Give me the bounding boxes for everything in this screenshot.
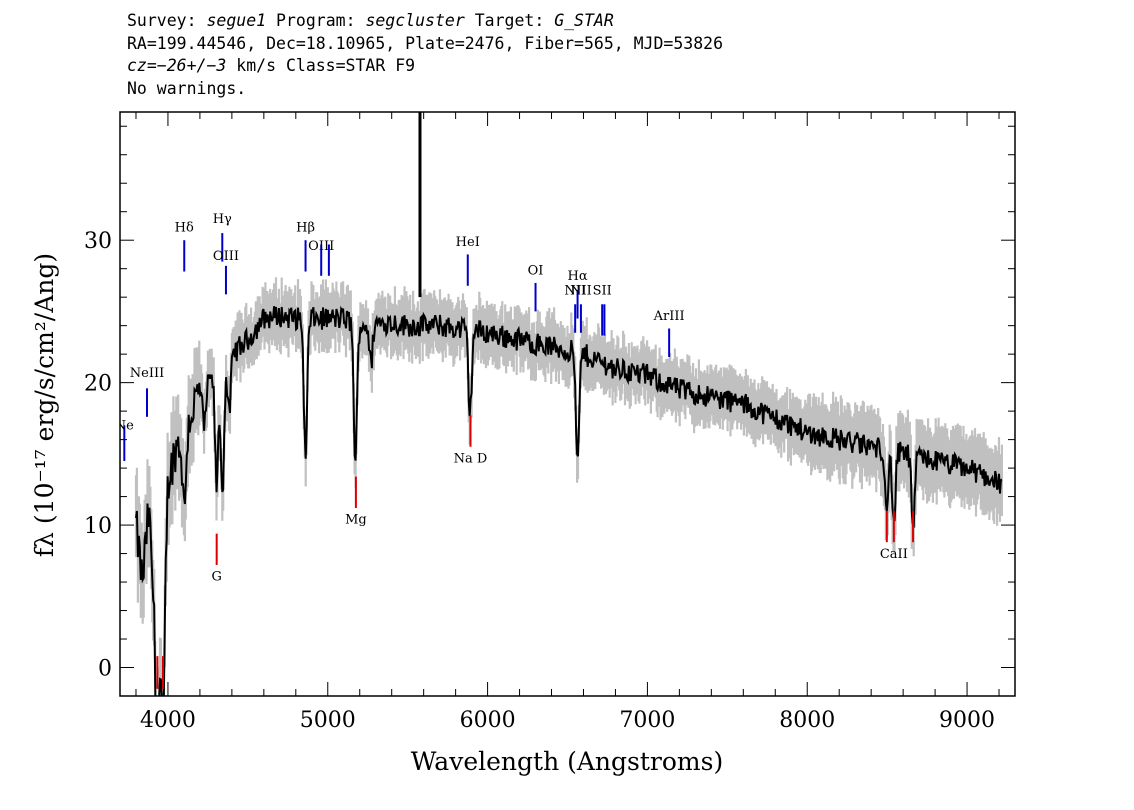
- survey-label: Survey:: [127, 11, 207, 30]
- y-tick-label: 10: [84, 514, 112, 539]
- plot-frame: [119, 111, 1016, 697]
- header-line-warnings: No warnings.: [127, 78, 247, 98]
- survey-value: segue1: [206, 11, 267, 30]
- line-label: ArIII: [653, 309, 685, 324]
- x-tick-label: 8000: [779, 708, 835, 733]
- x-tick-label: 9000: [939, 708, 995, 733]
- x-tick-label: 6000: [460, 708, 516, 733]
- x-axis-title: Wavelength (Angstroms): [411, 747, 723, 776]
- line-label: Hα: [568, 269, 588, 284]
- y-tick-label: 0: [98, 657, 112, 682]
- axes: 4000 5000 6000 7000 8000 9000 0 10 20 30: [84, 111, 1016, 733]
- y-axis-title: fλ (10⁻¹⁷ erg/s/cm²/Ang): [30, 253, 59, 557]
- header-line-coordinates: RA=199.44546, Dec=18.10965, Plate=2476, …: [127, 33, 724, 53]
- program-value: segcluster: [365, 11, 465, 30]
- line-label: Hβ: [296, 221, 315, 236]
- line-label: G: [211, 570, 221, 585]
- spectrum-header: Survey: segue1 Program: segcluster Targe…: [127, 10, 723, 100]
- header-line-survey: Survey: segue1 Program: segcluster Targe…: [127, 10, 723, 33]
- x-tick-label: 4000: [140, 708, 196, 733]
- program-label: Program:: [266, 11, 366, 30]
- target-value: G_STAR: [554, 11, 614, 30]
- line-label: HeI: [456, 235, 480, 250]
- flux-line: [135, 305, 1003, 696]
- line-label: NII: [564, 283, 586, 298]
- line-label: OI: [528, 263, 544, 278]
- y-tick-label: 20: [84, 372, 112, 397]
- line-label: Na D: [454, 451, 488, 466]
- line-label: NII: [570, 283, 592, 298]
- line-label: Ne: [115, 419, 134, 434]
- line-label: Mg: [345, 513, 367, 528]
- error-band: [134, 277, 1003, 696]
- x-tick-label: 5000: [300, 708, 356, 733]
- target-label: Target:: [464, 11, 555, 30]
- header-line-redshift: cz=−26+/−3 km/s Class=STAR F9: [127, 55, 723, 78]
- line-label: OIII: [213, 249, 239, 264]
- class-value: km/s Class=STAR F9: [226, 56, 416, 75]
- line-label: NeIII: [130, 366, 164, 381]
- x-tick-label: 7000: [619, 708, 675, 733]
- line-label: CaII: [880, 547, 908, 562]
- line-label: SII: [593, 283, 612, 298]
- y-tick-label: 30: [84, 229, 112, 254]
- line-label: Hγ: [213, 212, 232, 227]
- redshift-value: cz=−26+/−3: [127, 56, 227, 75]
- line-label: OIII: [308, 239, 334, 254]
- line-label: Hδ: [175, 221, 194, 236]
